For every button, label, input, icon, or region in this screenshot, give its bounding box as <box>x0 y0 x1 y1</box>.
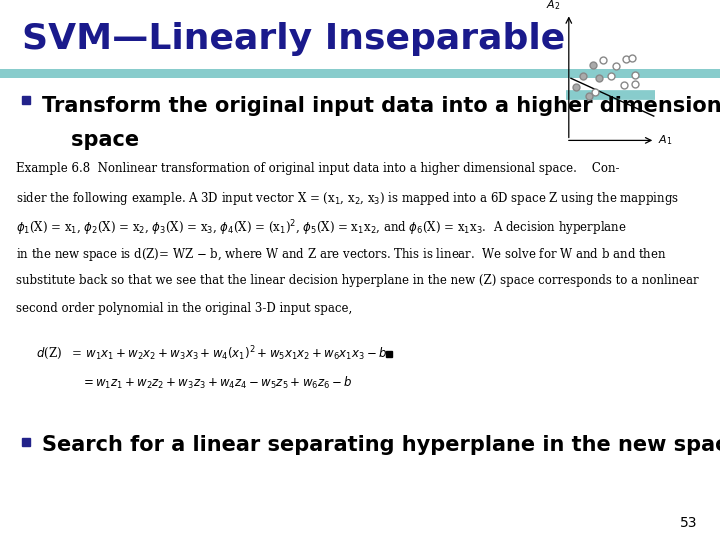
Text: $A_2$: $A_2$ <box>546 0 560 12</box>
Text: Transform the original input data into a higher dimensional: Transform the original input data into a… <box>42 96 720 116</box>
Text: $A_1$: $A_1$ <box>658 133 672 147</box>
Bar <box>0 69 720 78</box>
Text: $= w_1 z_1 + w_2 z_2 + w_3 z_3 + w_4 z_4 - w_5 z_5 + w_6 z_6 - b$: $= w_1 z_1 + w_2 z_2 + w_3 z_3 + w_4 z_4… <box>36 375 352 391</box>
Text: substitute back so that we see that the linear decision hyperplane in the new (Z: substitute back so that we see that the … <box>16 274 698 287</box>
Text: second order polynomial in the original 3-D input space,: second order polynomial in the original … <box>16 302 352 315</box>
Text: in the new space is d(Z)= WZ $-$ b, where W and Z are vectors. This is linear.  : in the new space is d(Z)= WZ $-$ b, wher… <box>16 246 667 263</box>
Text: 53: 53 <box>680 516 697 530</box>
Text: $d$(Z)   = $w_1 x_1 + w_2 x_2 + w_3 x_3 + w_4(x_1)^2 + w_5 x_1 x_2 + w_6 x_1 x_3: $d$(Z) = $w_1 x_1 + w_2 x_2 + w_3 x_3 + … <box>36 344 387 362</box>
Text: Example 6.8  Nonlinear transformation of original input data into a higher dimen: Example 6.8 Nonlinear transformation of … <box>16 162 619 175</box>
Text: $\phi_1$(X) = x$_1$, $\phi_2$(X) = x$_2$, $\phi_3$(X) = x$_3$, $\phi_4$(X) = (x$: $\phi_1$(X) = x$_1$, $\phi_2$(X) = x$_2$… <box>16 218 626 238</box>
Text: SVM—Linearly Inseparable: SVM—Linearly Inseparable <box>22 22 565 56</box>
Text: Search for a linear separating hyperplane in the new space: Search for a linear separating hyperplan… <box>42 435 720 455</box>
Text: space: space <box>42 130 139 150</box>
Text: sider the following example. A 3D input vector X = (x$_1$, x$_2$, x$_3$) is mapp: sider the following example. A 3D input … <box>16 190 679 207</box>
